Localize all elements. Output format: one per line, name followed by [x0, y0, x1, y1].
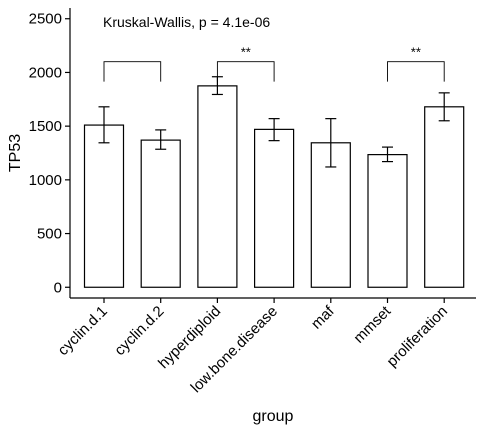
y-tick-label: 500 [37, 226, 62, 243]
y-tick-label: 1000 [29, 172, 62, 189]
x-tick-label: cyclin.d.2 [111, 303, 167, 359]
bar [197, 85, 238, 288]
bar [140, 139, 181, 288]
x-tick-label: cyclin.d.1 [55, 303, 111, 359]
comparison-bracket [216, 61, 275, 82]
comparison-bracket [103, 61, 162, 82]
significance-label: ** [241, 45, 251, 60]
comparison-bracket [387, 61, 445, 82]
y-tick-label: 0 [54, 279, 62, 296]
x-tick-label: proliferation [384, 303, 451, 370]
significance-label: ** [411, 45, 421, 60]
y-tick-label: 2500 [29, 11, 62, 28]
bar [424, 106, 465, 288]
y-tick-label: 1500 [29, 118, 62, 135]
y-tick-label: 2000 [29, 64, 62, 81]
test-annotation: Kruskal-Wallis, p = 4.1e-06 [103, 14, 270, 30]
bar [367, 154, 408, 288]
x-axis-title: group [253, 408, 294, 425]
x-tick-label: mmset [350, 302, 394, 346]
plot-area: 0 500 1000 1500 2000 2500 cyclin.d.1 cyclin.d.2… [29, 8, 476, 396]
y-axis-title: TP53 [7, 134, 24, 172]
x-tick-label: maf [308, 302, 338, 332]
bar [83, 124, 125, 288]
bar [254, 128, 295, 288]
